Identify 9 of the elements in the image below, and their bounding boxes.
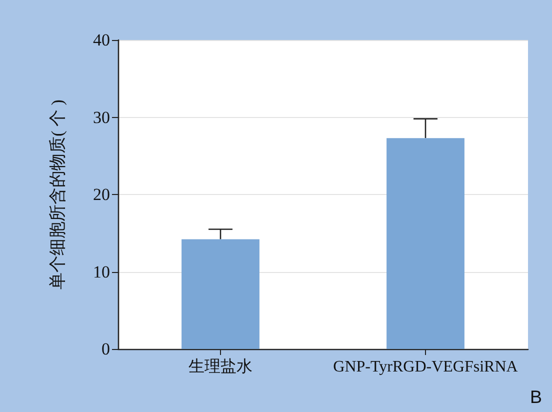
- y-tick-label: 10: [93, 262, 110, 282]
- y-tick-label: 30: [93, 108, 110, 127]
- y-tick-label: 0: [102, 340, 110, 358]
- y-axis-title: 单个细胞所含的物质( 个 ): [48, 100, 67, 290]
- x-tick-label: GNP-TyrRGD-VEGFsiRNA: [333, 358, 518, 376]
- y-tick-label: 20: [93, 185, 110, 204]
- text: B: [530, 387, 542, 408]
- y-tick-label: 40: [93, 30, 110, 50]
- x-tick-label: 生理盐水: [188, 358, 252, 376]
